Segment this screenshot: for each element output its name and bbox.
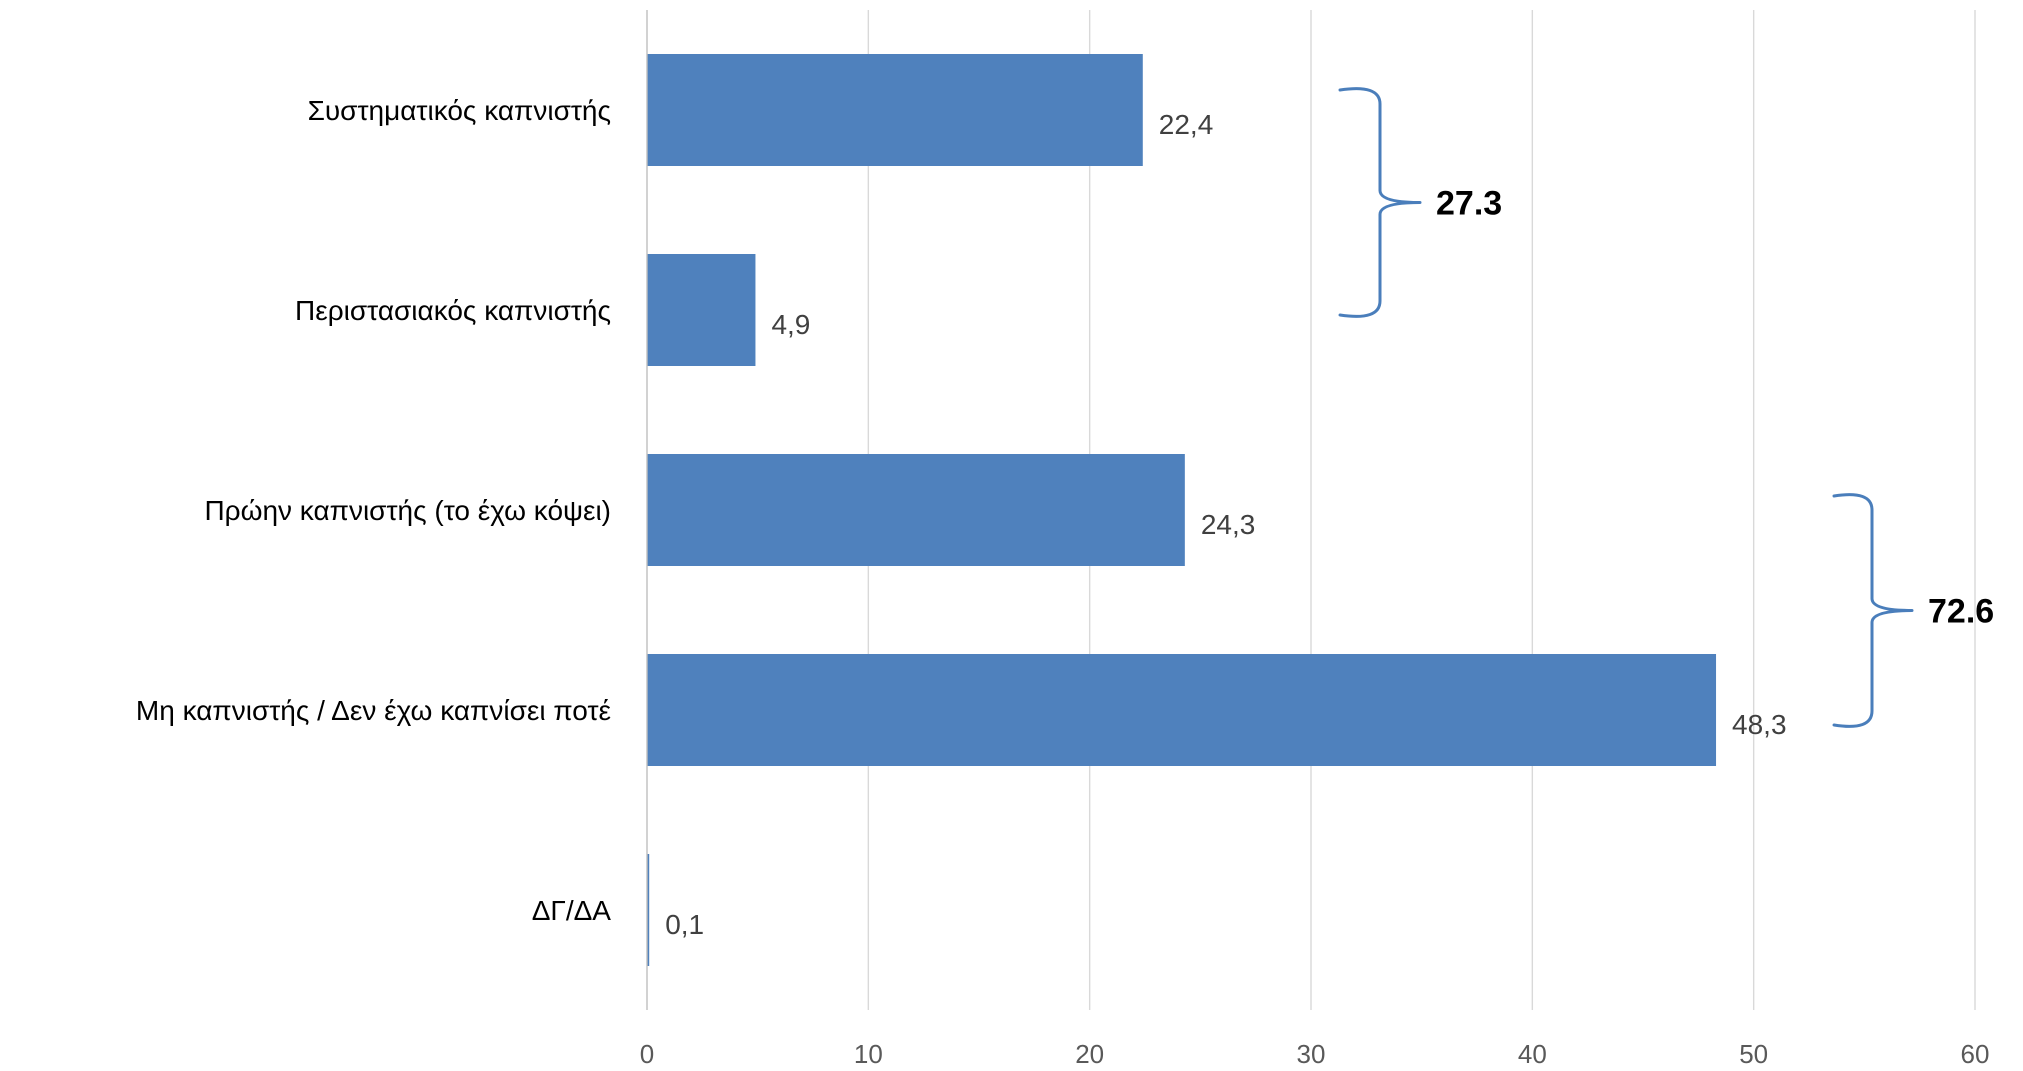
x-tick-label-3: 30 xyxy=(1297,1039,1326,1069)
group-brace-1 xyxy=(1832,493,1914,728)
group-total-1: 72.6 xyxy=(1928,593,1994,631)
data-label-4: 0,1 xyxy=(665,909,704,940)
x-tick-label-4: 40 xyxy=(1518,1039,1547,1069)
category-label-2: Πρώην καπνιστής (το έχω κόψει) xyxy=(204,495,611,526)
x-tick-label-6: 60 xyxy=(1961,1039,1990,1069)
data-label-2: 24,3 xyxy=(1201,509,1256,540)
category-label-0: Συστηματικός καπνιστής xyxy=(308,95,611,126)
bar-2 xyxy=(647,454,1185,566)
category-label-4: ΔΓ/ΔΑ xyxy=(532,895,612,926)
data-label-1: 4,9 xyxy=(771,309,810,340)
category-labels: Συστηματικός καπνιστής Περιστασιακός καπ… xyxy=(136,95,611,926)
category-label-1: Περιστασιακός καπνιστής xyxy=(295,295,611,326)
x-tick-label-0: 0 xyxy=(640,1039,654,1069)
x-tick-label-5: 50 xyxy=(1739,1039,1768,1069)
group-total-0: 27.3 xyxy=(1436,185,1502,223)
data-label-0: 22,4 xyxy=(1159,109,1214,140)
bar-0 xyxy=(647,54,1143,166)
bar-4 xyxy=(647,854,650,966)
bars xyxy=(647,54,1717,966)
category-label-3: Μη καπνιστής / Δεν έχω καπνίσει ποτέ xyxy=(136,695,611,726)
gridlines xyxy=(867,10,1976,1010)
data-labels: 22,4 4,9 24,3 48,3 0,1 xyxy=(665,109,1786,940)
x-axis-tick-labels: 0 10 20 30 40 50 60 xyxy=(640,1039,1990,1069)
bar-3 xyxy=(647,654,1717,766)
bar-1 xyxy=(647,254,756,366)
data-label-3: 48,3 xyxy=(1732,709,1787,740)
x-tick-label-2: 20 xyxy=(1075,1039,1104,1069)
group-annotations: 27.3 72.6 xyxy=(1338,87,1994,728)
group-brace-0 xyxy=(1338,87,1422,318)
x-tick-label-1: 10 xyxy=(854,1039,883,1069)
